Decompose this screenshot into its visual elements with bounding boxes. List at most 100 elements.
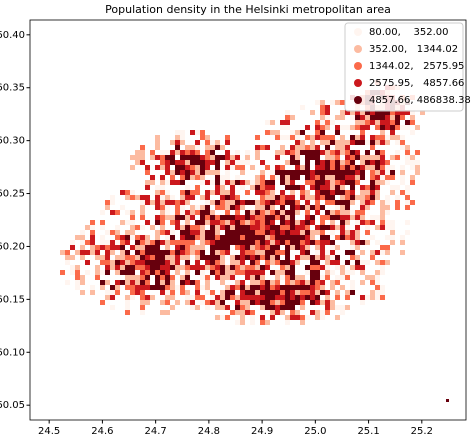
cell — [320, 165, 325, 170]
cell — [200, 155, 205, 160]
cell — [270, 210, 275, 215]
cell — [105, 200, 110, 205]
cell — [315, 200, 320, 205]
cell — [140, 225, 145, 230]
cell — [175, 180, 180, 185]
cell — [280, 285, 285, 290]
cell — [110, 195, 115, 200]
y-tick-label: 60.10 — [0, 347, 25, 358]
cell — [365, 275, 370, 280]
cell — [85, 260, 90, 265]
cell — [120, 250, 125, 255]
cell — [245, 215, 250, 220]
cell — [380, 220, 385, 225]
cell — [295, 185, 300, 190]
cell — [345, 270, 350, 275]
cell — [70, 265, 75, 270]
cell — [330, 255, 335, 260]
cell — [300, 255, 305, 260]
cell — [160, 260, 165, 265]
cell — [390, 155, 395, 160]
cell — [280, 190, 285, 195]
cell — [355, 225, 360, 230]
cell — [175, 285, 180, 290]
cell — [205, 135, 210, 140]
cell — [330, 245, 335, 250]
cell — [260, 280, 265, 285]
cell — [205, 165, 210, 170]
cell — [220, 265, 225, 270]
cell — [290, 305, 295, 310]
cell — [165, 215, 170, 220]
cell — [115, 280, 120, 285]
cell — [145, 260, 150, 265]
cell — [135, 265, 140, 270]
cell — [375, 175, 380, 180]
cell — [200, 165, 205, 170]
cell — [160, 180, 165, 185]
cell — [95, 250, 100, 255]
cell — [330, 220, 335, 225]
cell — [235, 280, 240, 285]
cell — [345, 205, 350, 210]
cell — [250, 225, 255, 230]
cell — [285, 285, 290, 290]
cell — [145, 235, 150, 240]
cell — [290, 235, 295, 240]
cell — [80, 245, 85, 250]
cell — [300, 230, 305, 235]
cell — [360, 130, 365, 135]
cell — [260, 210, 265, 215]
cell — [195, 155, 200, 160]
cell — [90, 290, 95, 295]
cell — [295, 260, 300, 265]
cell — [125, 280, 130, 285]
cell — [160, 290, 165, 295]
cell — [185, 280, 190, 285]
cell — [275, 295, 280, 300]
cell — [285, 260, 290, 265]
cell — [290, 190, 295, 195]
cell — [235, 180, 240, 185]
cell — [285, 160, 290, 165]
cell — [345, 210, 350, 215]
cell — [225, 225, 230, 230]
cell — [315, 310, 320, 315]
cell — [155, 165, 160, 170]
cell — [320, 280, 325, 285]
x-tick-label: 24.6 — [91, 426, 113, 437]
cell — [95, 245, 100, 250]
cell — [165, 260, 170, 265]
cell — [165, 250, 170, 255]
cell — [270, 190, 275, 195]
cell — [265, 305, 270, 310]
cell — [195, 295, 200, 300]
cell — [140, 195, 145, 200]
cell — [330, 120, 335, 125]
cell — [255, 235, 260, 240]
cell — [325, 165, 330, 170]
cell — [245, 290, 250, 295]
cell — [315, 195, 320, 200]
cell — [345, 305, 350, 310]
cell — [360, 260, 365, 265]
cell — [350, 200, 355, 205]
cell — [340, 305, 345, 310]
cell — [325, 225, 330, 230]
cell — [165, 255, 170, 260]
cell — [300, 205, 305, 210]
cell — [110, 200, 115, 205]
cell — [270, 295, 275, 300]
cell — [255, 225, 260, 230]
cell — [175, 220, 180, 225]
cell — [310, 295, 315, 300]
cell — [290, 260, 295, 265]
cell — [285, 290, 290, 295]
cell — [215, 220, 220, 225]
cell — [180, 170, 185, 175]
cell — [80, 275, 85, 280]
cell — [295, 245, 300, 250]
cell — [320, 250, 325, 255]
cell — [175, 260, 180, 265]
cell — [140, 245, 145, 250]
